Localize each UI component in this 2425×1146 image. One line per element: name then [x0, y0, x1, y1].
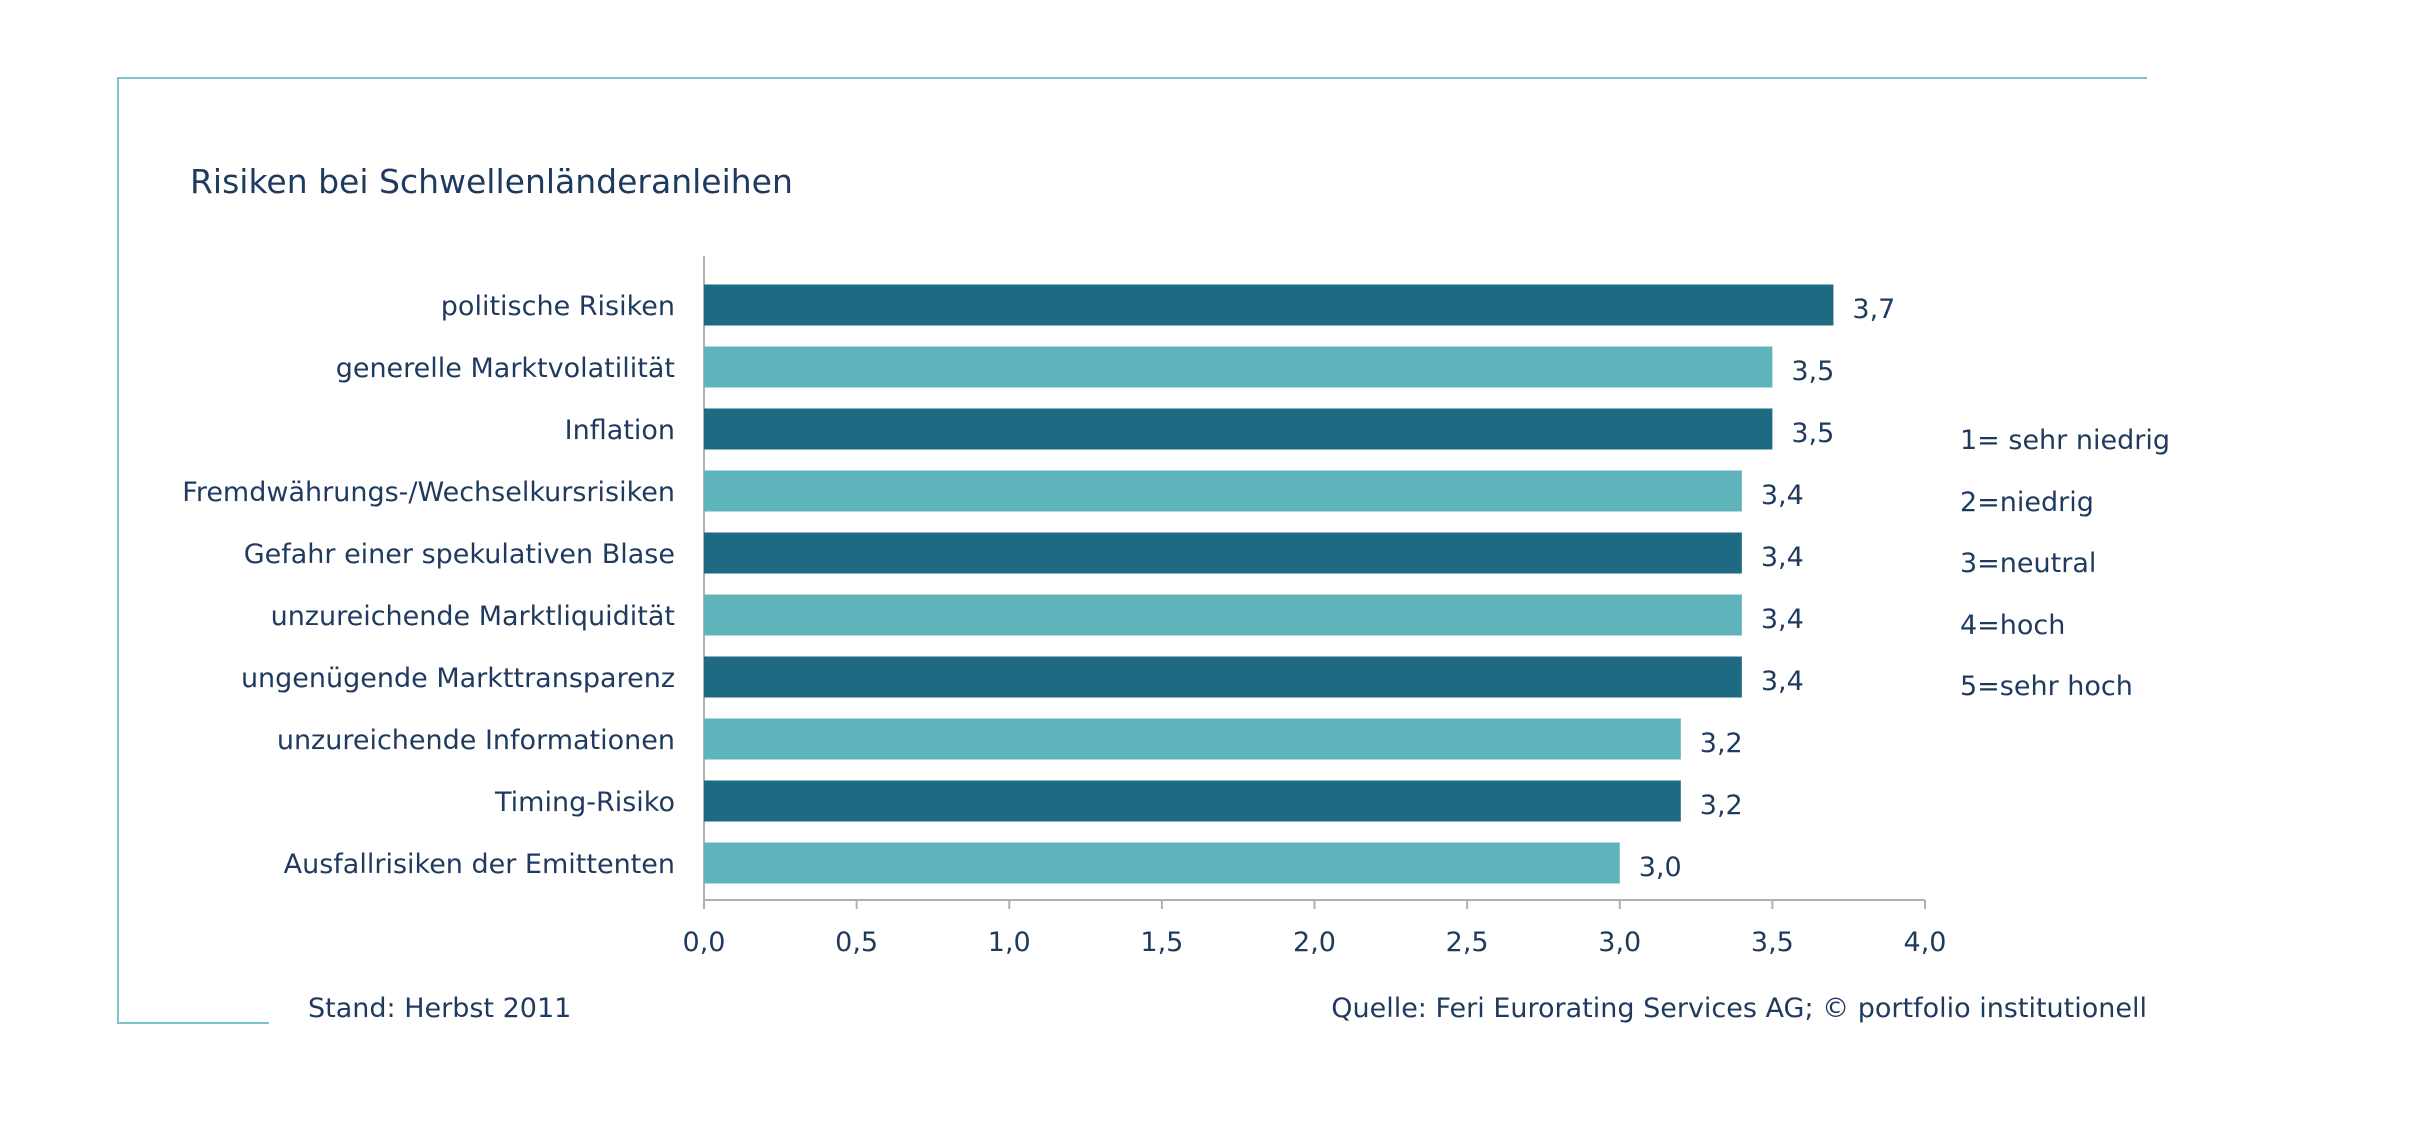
chart-title: Risiken bei Schwellenländeranleihen [190, 162, 793, 201]
frame-bottom-border [117, 1022, 269, 1024]
bar [704, 718, 1681, 760]
legend-item: 1= sehr niedrig [1960, 425, 2170, 456]
x-tick-label: 2,0 [1293, 927, 1336, 958]
value-label: 3,0 [1639, 852, 1682, 883]
category-label: unzureichende Marktliquidität [271, 601, 675, 632]
legend-item: 3=neutral [1960, 548, 2097, 579]
value-label: 3,5 [1791, 418, 1834, 449]
category-label: ungenügende Markttransparenz [241, 663, 675, 694]
bar [704, 408, 1773, 450]
value-label: 3,4 [1761, 666, 1804, 697]
x-tick-label: 1,0 [988, 927, 1031, 958]
value-label: 3,7 [1852, 294, 1895, 325]
category-label: Gefahr einer spekulativen Blase [244, 539, 675, 570]
x-tick-label: 0,5 [835, 927, 878, 958]
category-label: generelle Marktvolatilität [336, 353, 675, 384]
category-label: Timing-Risiko [494, 787, 675, 818]
category-label: Fremdwährungs-/Wechselkursrisiken [182, 477, 675, 508]
bar [704, 656, 1742, 698]
legend-item: 2=niedrig [1960, 486, 2094, 518]
x-tick-label: 3,0 [1598, 927, 1641, 958]
bar [704, 780, 1681, 822]
x-tick-label: 0,0 [683, 927, 726, 958]
value-label: 3,4 [1761, 542, 1804, 573]
scale-legend: 1= sehr niedrig 2=niedrig 3=neutral 4=ho… [1960, 410, 2170, 718]
bar [704, 842, 1620, 884]
category-label: Inflation [565, 415, 675, 446]
frame-left-border [117, 77, 119, 1023]
category-label: politische Risiken [441, 291, 675, 322]
bar [704, 346, 1773, 388]
value-label: 3,5 [1791, 356, 1834, 387]
x-tick-label: 4,0 [1904, 927, 1947, 958]
legend-item: 4=hoch [1960, 609, 2066, 641]
bar [704, 470, 1742, 512]
x-tick-label: 2,5 [1446, 927, 1489, 958]
bar [704, 594, 1742, 636]
footer-source: Quelle: Feri Eurorating Services AG; © p… [1331, 993, 2147, 1024]
category-label: Ausfallrisiken der Emittenten [284, 849, 675, 880]
bar [704, 284, 1834, 326]
legend-item: 5=sehr hoch [1960, 671, 2133, 702]
x-tick-label: 1,5 [1140, 927, 1183, 958]
value-label: 3,4 [1761, 480, 1804, 511]
value-label: 3,2 [1700, 728, 1743, 759]
value-label: 3,2 [1700, 790, 1743, 821]
footer-date: Stand: Herbst 2011 [308, 993, 572, 1024]
value-label: 3,4 [1761, 604, 1804, 635]
bar [704, 532, 1742, 574]
x-tick-label: 3,5 [1751, 927, 1794, 958]
frame-top-border [117, 77, 2147, 79]
category-label: unzureichende Informationen [277, 725, 675, 756]
